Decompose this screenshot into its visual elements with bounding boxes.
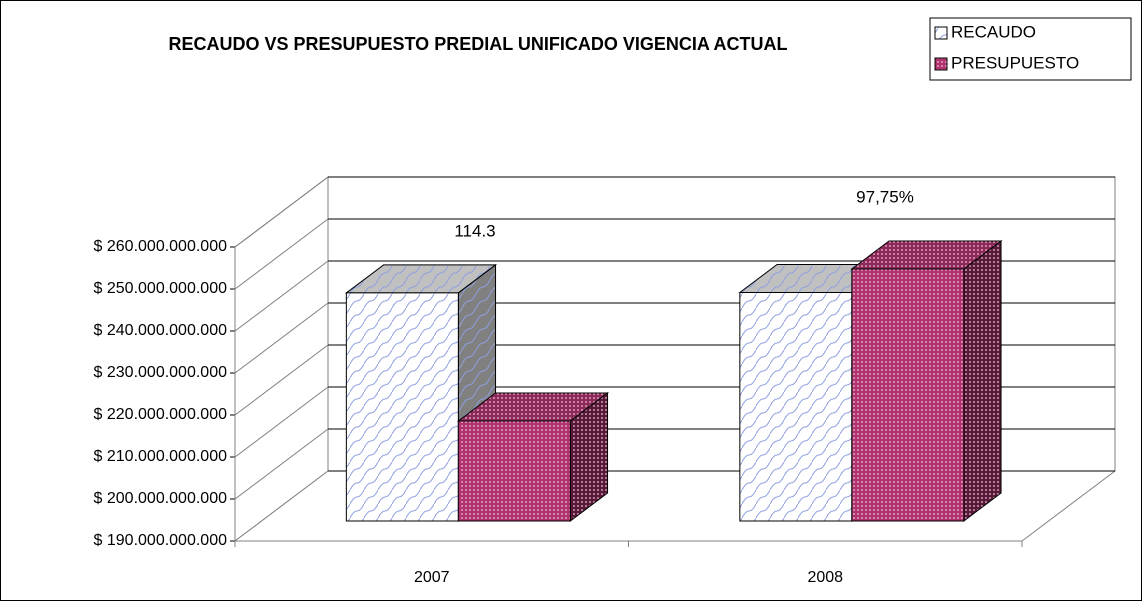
- side-grid-line: [234, 470, 329, 542]
- legend-swatch-pattern: [934, 57, 948, 71]
- y-tick-label: $ 210.000.000.000: [94, 448, 228, 465]
- bar-pattern: [457, 420, 571, 522]
- x-tick-label: 2007: [414, 569, 450, 586]
- legend-label: PRESUPUESTO: [951, 53, 1079, 72]
- side-grid-line: [234, 218, 329, 290]
- bar-pattern: [851, 268, 965, 522]
- side-grid-line: [234, 176, 329, 248]
- y-tick-label: $ 220.000.000.000: [94, 406, 228, 423]
- side-grid-line: [234, 344, 329, 416]
- floor-right-edge: [1021, 470, 1116, 542]
- side-grid-line: [234, 386, 329, 458]
- legend-swatch-pattern: [934, 26, 948, 40]
- y-tick-label: $ 240.000.000.000: [94, 322, 228, 339]
- annotation: 97,75%: [856, 187, 914, 206]
- y-tick-label: $ 250.000.000.000: [94, 280, 228, 297]
- y-tick-label: $ 200.000.000.000: [94, 490, 228, 507]
- bar-side-pattern: [963, 239, 1002, 522]
- side-grid-line: [234, 428, 329, 500]
- side-grid-line: [234, 260, 329, 332]
- chart-title: RECAUDO VS PRESUPUESTO PREDIAL UNIFICADO…: [168, 34, 787, 54]
- y-tick-label: $ 190.000.000.000: [94, 532, 228, 549]
- bar-pattern: [345, 292, 459, 522]
- legend-label: RECAUDO: [951, 22, 1036, 41]
- legend-box: [929, 17, 1132, 81]
- bar-pattern: [739, 292, 853, 522]
- y-tick-label: $ 230.000.000.000: [94, 364, 228, 381]
- side-grid-line: [234, 302, 329, 374]
- y-tick-label: $ 260.000.000.000: [94, 238, 228, 255]
- x-tick-label: 2008: [807, 569, 843, 586]
- annotation: 114.3: [454, 221, 495, 240]
